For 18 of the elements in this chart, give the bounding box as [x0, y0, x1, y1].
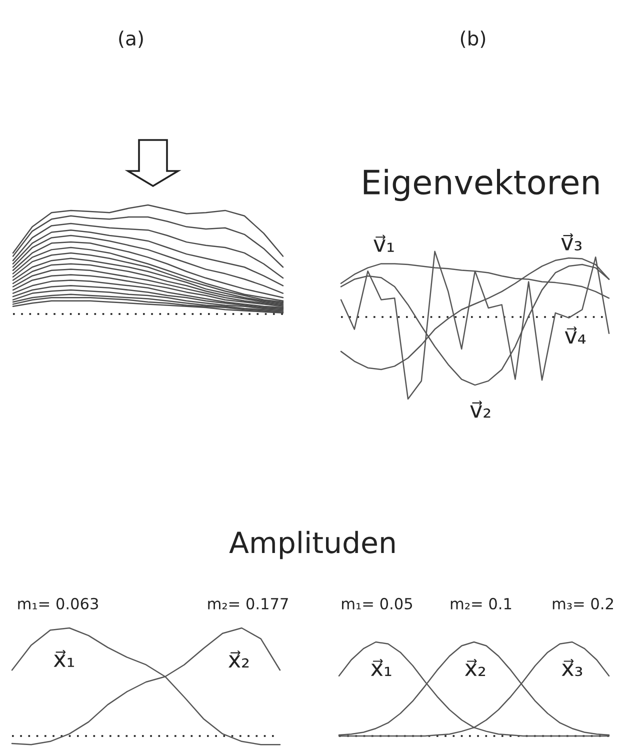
series-label: x⃗₃: [562, 659, 582, 676]
series-label: v⃗₂: [470, 400, 490, 418]
chart-title: (a): [119, 30, 143, 48]
series-label: v⃗₄: [564, 326, 586, 344]
text: m₂= 0.177: [208, 598, 288, 610]
text: m₂= 0.1: [450, 598, 512, 610]
series-label: x⃗₂: [228, 650, 249, 668]
chart-title: Amplituden: [229, 530, 394, 560]
series-label: v⃗₃: [561, 233, 582, 250]
series-label: x⃗₁: [370, 659, 392, 676]
text: m₁= 0.063: [18, 598, 98, 610]
text: m₃= 0.2: [552, 598, 613, 610]
chart-subtitle: Eigenvektoren: [364, 168, 599, 202]
series-label: v⃗₁: [374, 234, 394, 252]
text: m₁= 0.05: [342, 598, 412, 610]
chart-title: (b): [460, 30, 486, 48]
series-label: x⃗₂: [464, 659, 486, 676]
series-label: x⃗₁: [54, 650, 74, 667]
